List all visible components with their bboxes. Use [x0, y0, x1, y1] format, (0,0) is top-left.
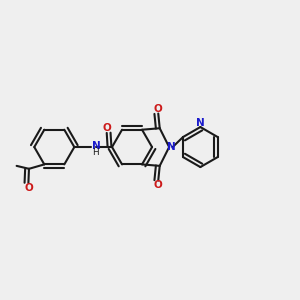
Text: O: O	[102, 123, 111, 133]
Text: N: N	[167, 142, 175, 152]
Text: N: N	[92, 141, 100, 151]
Text: O: O	[24, 183, 33, 193]
Text: H: H	[92, 148, 98, 158]
Text: N: N	[196, 118, 205, 128]
Text: O: O	[154, 180, 163, 190]
Text: O: O	[154, 104, 163, 114]
